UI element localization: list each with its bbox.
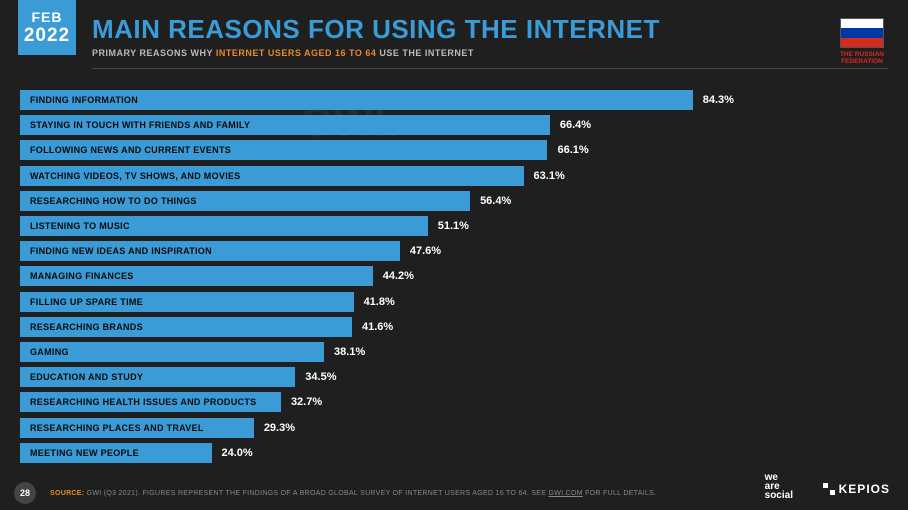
page-subtitle: PRIMARY REASONS WHY INTERNET USERS AGED … <box>92 48 808 58</box>
chart-bar: RESEARCHING BRANDS <box>20 317 352 337</box>
chart-value: 44.2% <box>383 270 414 282</box>
chart-value: 84.3% <box>703 94 734 106</box>
page-number: 28 <box>14 482 36 504</box>
header: MAIN REASONS FOR USING THE INTERNET PRIM… <box>92 14 808 58</box>
chart-value: 66.4% <box>560 119 591 131</box>
chart-bar: MEETING NEW PEOPLE <box>20 443 212 463</box>
chart-value: 51.1% <box>438 220 469 232</box>
chart-row: MANAGING FINANCES 44.2% <box>20 264 878 288</box>
country-label-2: FEDERATION <box>840 58 884 65</box>
chart-value: 29.3% <box>264 422 295 434</box>
chart-value: 56.4% <box>480 195 511 207</box>
chart-bar: LISTENING TO MUSIC <box>20 216 428 236</box>
chart-bar: RESEARCHING HEALTH ISSUES AND PRODUCTS <box>20 392 281 412</box>
chart-row: EDUCATION AND STUDY 34.5% <box>20 365 878 389</box>
brand-kepios: KEPIOS <box>823 482 890 496</box>
chart-value: 66.1% <box>557 144 588 156</box>
chart-bar: FOLLOWING NEWS AND CURRENT EVENTS <box>20 140 547 160</box>
chart-bar: FILLING UP SPARE TIME <box>20 292 354 312</box>
chart-row: RESEARCHING HOW TO DO THINGS 56.4% <box>20 189 878 213</box>
chart-row: LISTENING TO MUSIC 51.1% <box>20 214 878 238</box>
chart-row: RESEARCHING BRANDS 41.6% <box>20 315 878 339</box>
chart-bar: MANAGING FINANCES <box>20 266 373 286</box>
chart-row: FOLLOWING NEWS AND CURRENT EVENTS 66.1% <box>20 138 878 162</box>
chart-row: FINDING INFORMATION 84.3% <box>20 88 878 112</box>
chart-value: 41.6% <box>362 321 393 333</box>
country-flag-box: THE RUSSIAN FEDERATION <box>840 18 884 65</box>
chart-bar: WATCHING VIDEOS, TV SHOWS, AND MOVIES <box>20 166 524 186</box>
bar-chart: FINDING INFORMATION 84.3% STAYING IN TOUCH… <box>20 88 878 460</box>
date-month: FEB <box>32 9 63 25</box>
chart-bar: STAYING IN TOUCH WITH FRIENDS AND FAMILY <box>20 115 550 135</box>
chart-bar: RESEARCHING PLACES AND TRAVEL <box>20 418 254 438</box>
chart-bar: GAMING <box>20 342 324 362</box>
kepios-icon <box>823 483 835 495</box>
source-text: SOURCE: GWI (Q3 2021). FIGURES REPRESENT… <box>50 490 656 497</box>
chart-value: 32.7% <box>291 396 322 408</box>
page-title: MAIN REASONS FOR USING THE INTERNET <box>92 14 808 45</box>
chart-value: 63.1% <box>534 170 565 182</box>
brand-we-are-social: we are social <box>765 473 793 500</box>
chart-bar: FINDING INFORMATION <box>20 90 693 110</box>
chart-row: FINDING NEW IDEAS AND INSPIRATION 47.6% <box>20 239 878 263</box>
chart-value: 24.0% <box>222 447 253 459</box>
date-year: 2022 <box>24 25 70 47</box>
chart-row: WATCHING VIDEOS, TV SHOWS, AND MOVIES 63.… <box>20 164 878 188</box>
date-badge: FEB 2022 <box>18 0 76 55</box>
chart-value: 34.5% <box>305 371 336 383</box>
chart-value: 41.8% <box>364 296 395 308</box>
chart-row: STAYING IN TOUCH WITH FRIENDS AND FAMILY… <box>20 113 878 137</box>
chart-value: 38.1% <box>334 346 365 358</box>
chart-bar: RESEARCHING HOW TO DO THINGS <box>20 191 470 211</box>
chart-bar: FINDING NEW IDEAS AND INSPIRATION <box>20 241 400 261</box>
chart-row: RESEARCHING PLACES AND TRAVEL 29.3% <box>20 415 878 439</box>
chart-row: RESEARCHING HEALTH ISSUES AND PRODUCTS 32… <box>20 390 878 414</box>
chart-bar: EDUCATION AND STUDY <box>20 367 295 387</box>
country-label-1: THE RUSSIAN <box>840 51 884 58</box>
header-divider <box>92 68 888 69</box>
chart-row: FILLING UP SPARE TIME 41.8% <box>20 290 878 314</box>
flag-icon <box>840 18 884 48</box>
chart-row: GAMING 38.1% <box>20 340 878 364</box>
chart-row: MEETING NEW PEOPLE 24.0% <box>20 441 878 465</box>
chart-value: 47.6% <box>410 245 441 257</box>
